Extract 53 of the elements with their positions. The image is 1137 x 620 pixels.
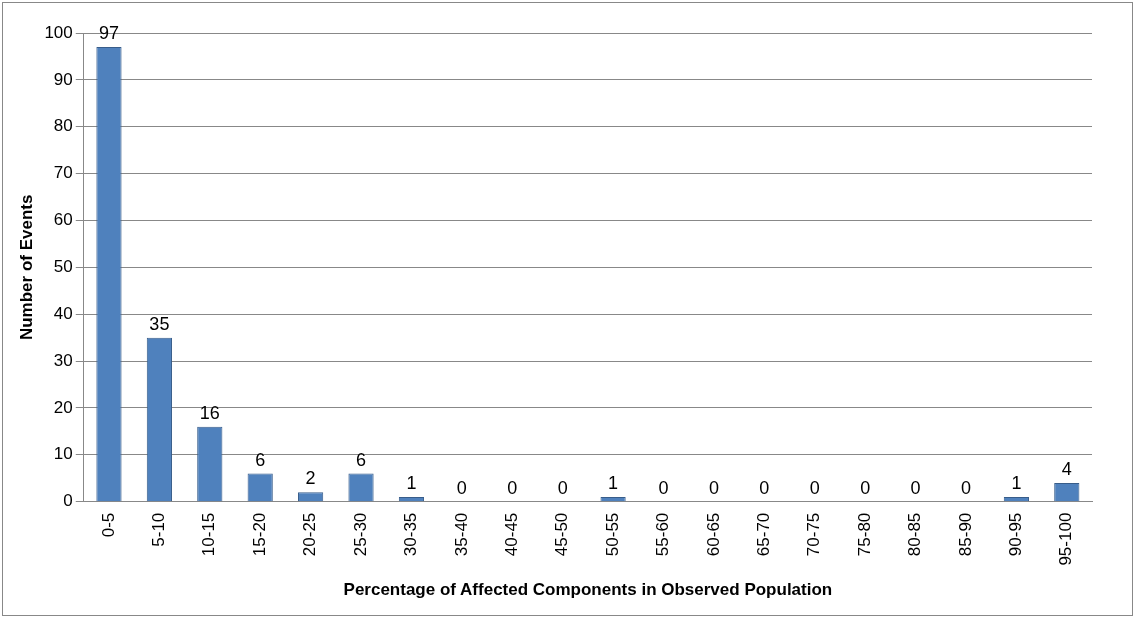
data-label: 35	[149, 313, 170, 334]
data-label: 0	[759, 477, 770, 498]
data-label: 0	[860, 477, 871, 498]
x-tick-label: 35-40	[451, 512, 471, 557]
x-tick-label: 65-70	[754, 512, 774, 557]
y-tick-label: 10	[53, 444, 73, 464]
x-tick-label: 30-35	[401, 512, 421, 557]
x-tick-label: 20-25	[300, 512, 320, 557]
data-label: 97	[98, 23, 119, 44]
x-tick-label: 55-60	[653, 512, 673, 557]
y-tick-label: 20	[53, 397, 73, 417]
y-tick-label: 50	[53, 257, 73, 277]
y-tick-label: 30	[53, 350, 73, 370]
x-tick-label: 85-90	[955, 512, 975, 557]
y-tick-label: 0	[63, 491, 73, 511]
data-label: 0	[960, 477, 971, 498]
data-label: 0	[910, 477, 921, 498]
data-label: 1	[1011, 472, 1022, 493]
y-tick-label: 90	[53, 69, 73, 89]
y-tick-label: 70	[53, 163, 73, 183]
x-tick-label: 25-30	[350, 512, 370, 557]
data-label: 6	[356, 449, 367, 470]
x-tick-label: 75-80	[854, 512, 874, 557]
x-tick-label: 5-10	[149, 512, 169, 547]
y-tick-label: 100	[44, 22, 73, 42]
x-tick-label: 80-85	[905, 512, 925, 557]
data-label: 4	[1061, 458, 1072, 479]
x-tick-label: 10-15	[199, 512, 219, 557]
x-tick-label: 50-55	[602, 512, 622, 557]
data-label: 1	[406, 472, 417, 493]
data-label: 0	[708, 477, 719, 498]
x-tick-label: 90-95	[1006, 512, 1026, 557]
y-tick-label: 80	[53, 116, 73, 136]
data-label: 0	[809, 477, 820, 498]
x-tick-label: 40-45	[501, 512, 521, 557]
x-axis-title: Percentage of Affected Components in Observed Population	[343, 580, 833, 600]
x-tick-label: 60-65	[703, 512, 723, 557]
y-axis-title: Number of Events	[16, 194, 36, 341]
data-label: 0	[557, 477, 568, 498]
data-label: 0	[507, 477, 518, 498]
data-label: 1	[608, 472, 619, 493]
data-label: 0	[456, 477, 467, 498]
data-label: 0	[658, 477, 669, 498]
x-tick-label: 15-20	[249, 512, 269, 557]
x-tick-label: 95-100	[1056, 512, 1076, 566]
x-tick-label: 70-75	[804, 512, 824, 557]
data-label: 16	[199, 402, 220, 423]
data-label: 2	[305, 468, 316, 489]
x-tick-label: 0-5	[98, 512, 118, 538]
y-tick-label: 60	[53, 210, 73, 230]
x-tick-label: 45-50	[552, 512, 572, 557]
data-label: 6	[255, 449, 266, 470]
y-tick-label: 40	[53, 303, 73, 323]
